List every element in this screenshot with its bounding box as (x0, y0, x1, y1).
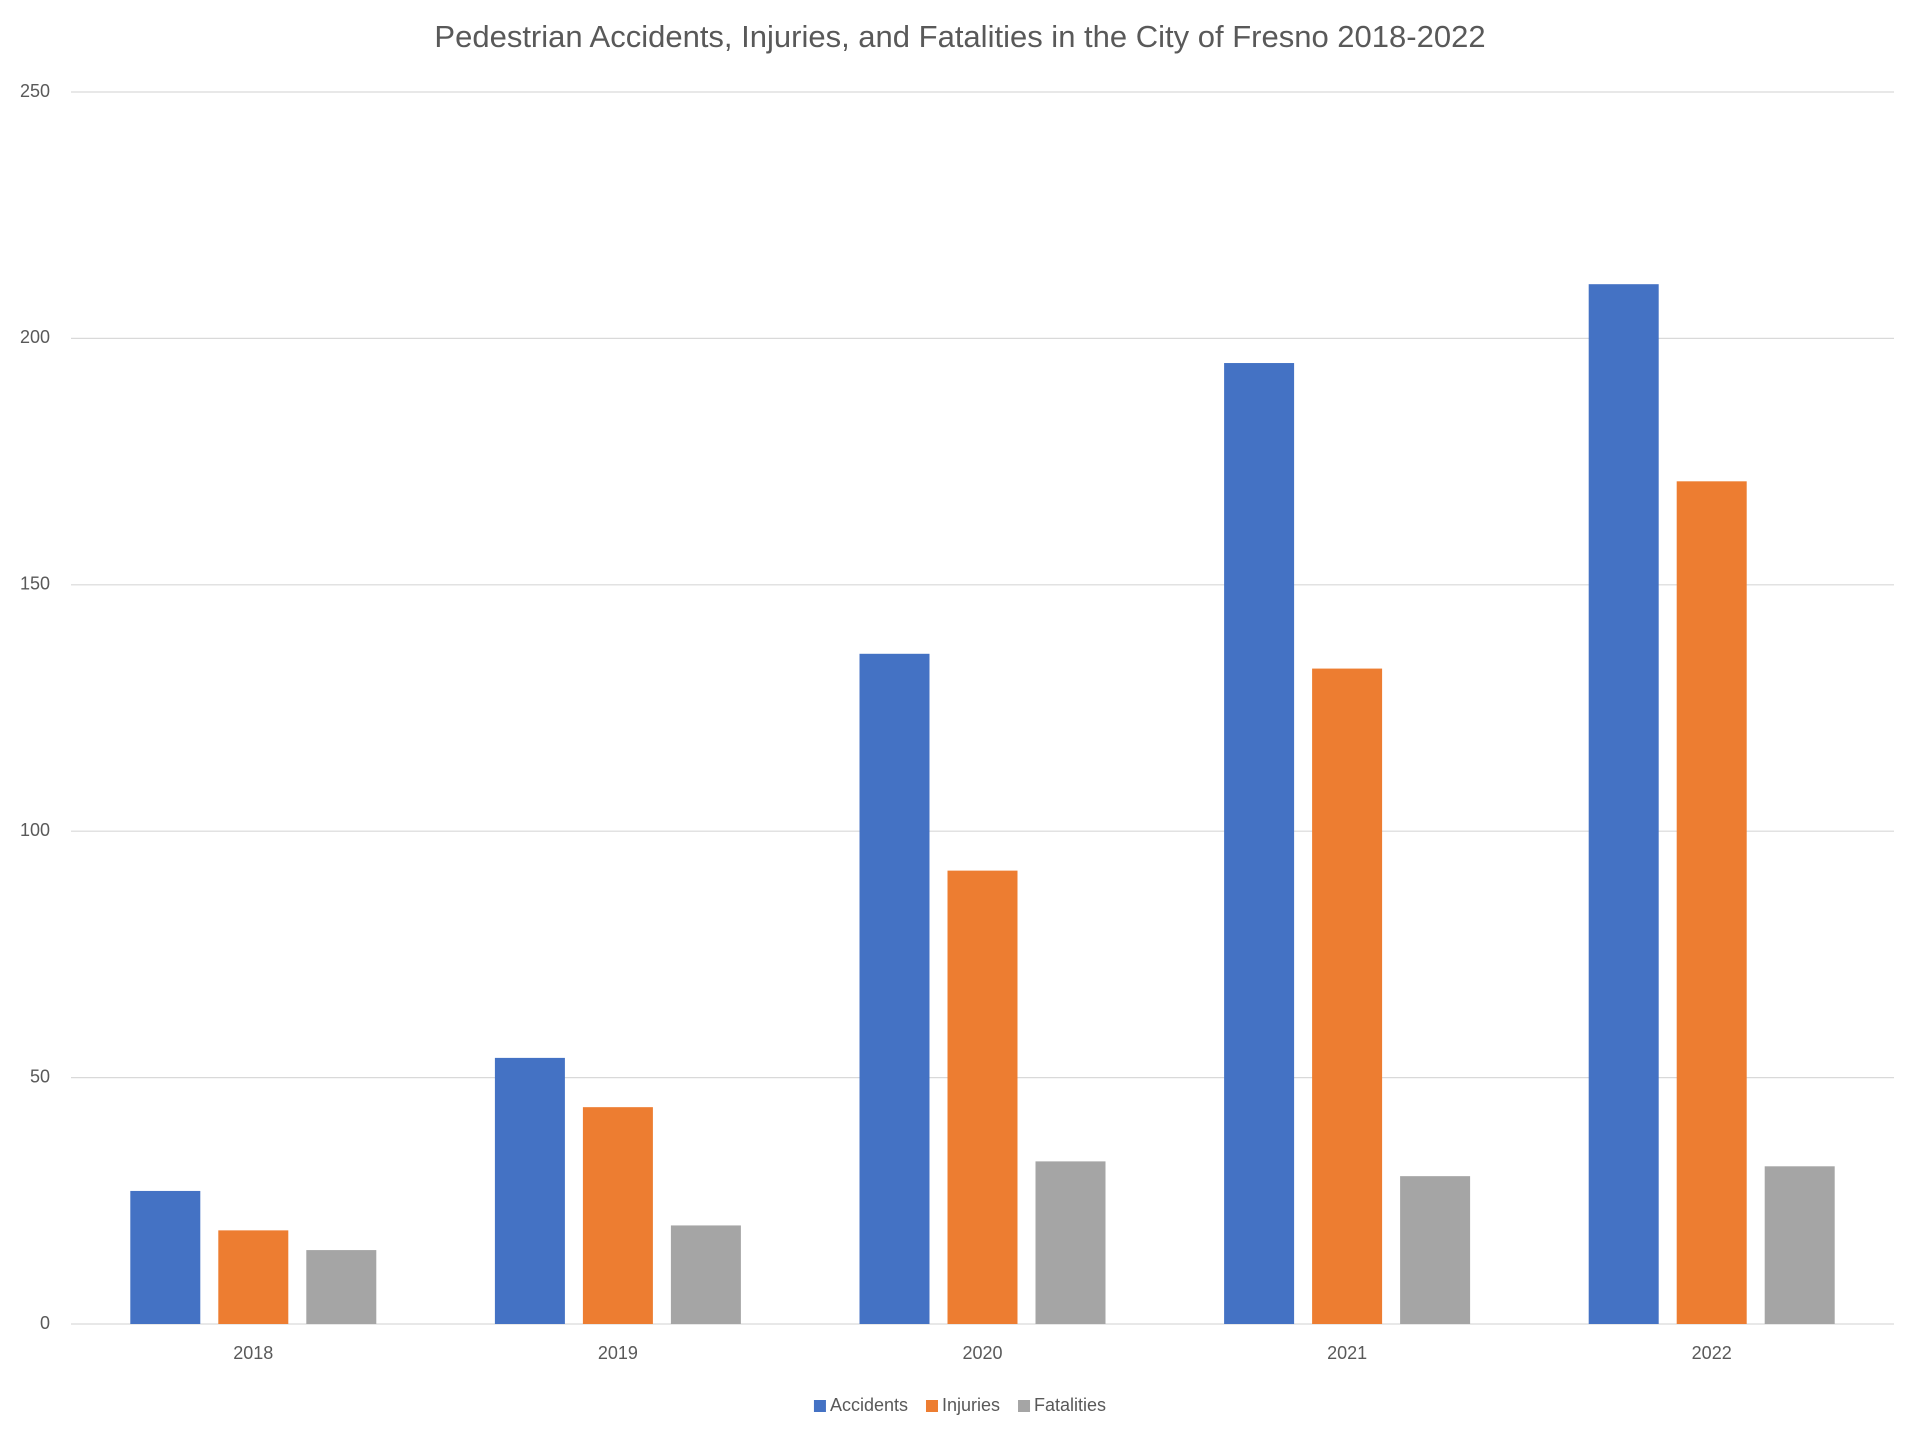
legend-swatch (925, 1400, 938, 1412)
legend-label: Accidents (830, 1395, 908, 1415)
y-tick-label: 200 (20, 327, 50, 347)
y-tick-label: 50 (30, 1066, 50, 1086)
legend-label: Fatalities (1034, 1395, 1106, 1415)
bar (218, 1230, 289, 1324)
y-tick-label: 250 (20, 81, 50, 101)
bar (306, 1250, 377, 1324)
chart-title: Pedestrian Accidents, Injuries, and Fata… (434, 19, 1485, 54)
bar (1764, 1166, 1835, 1324)
bar (1224, 363, 1295, 1324)
bar (1035, 1161, 1106, 1324)
x-tick-label: 2018 (233, 1343, 273, 1363)
bar (582, 1107, 653, 1324)
bar (494, 1057, 565, 1324)
y-tick-label: 150 (20, 574, 50, 594)
bar (670, 1225, 741, 1324)
bar (130, 1190, 201, 1324)
legend-swatch (813, 1400, 826, 1412)
bar (1312, 668, 1383, 1324)
bar (1676, 481, 1747, 1324)
y-tick-label: 0 (40, 1313, 50, 1333)
bar (1400, 1176, 1471, 1324)
bar (947, 870, 1018, 1324)
bar (1588, 284, 1659, 1324)
y-tick-label: 100 (20, 820, 50, 840)
x-tick-label: 2022 (1692, 1343, 1732, 1363)
legend-swatch (1018, 1400, 1031, 1412)
legend-label: Injuries (942, 1395, 1000, 1415)
bar (859, 653, 930, 1324)
x-tick-label: 2021 (1327, 1343, 1367, 1363)
x-tick-label: 2019 (598, 1343, 638, 1363)
x-tick-label: 2020 (962, 1343, 1002, 1363)
